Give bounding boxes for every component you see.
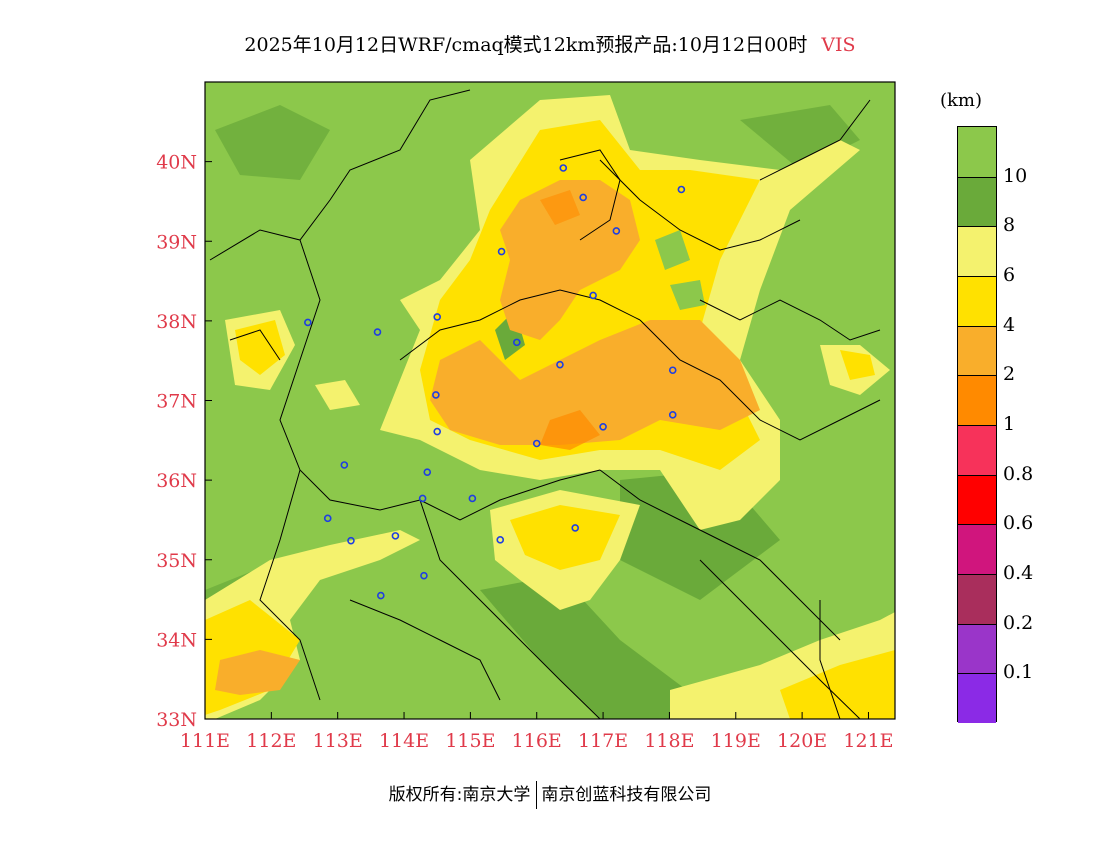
y-axis-labels: 33N 34N 35N 36N 37N 38N 39N 40N	[156, 152, 197, 731]
copyright: 版权所有:南京大学 南京创蓝科技有限公司	[0, 780, 1100, 809]
colorbar-label: 0.4	[1003, 562, 1034, 584]
station-marker	[304, 318, 312, 327]
colorbar-swatch	[958, 375, 996, 425]
x-tick-label: 116E	[512, 730, 562, 752]
x-tick-label: 121E	[843, 730, 893, 752]
colorbar-swatch	[958, 176, 996, 227]
station-marker	[571, 524, 580, 532]
station-marker	[677, 185, 686, 194]
y-tick-label: 35N	[156, 550, 197, 572]
colorbar-swatch	[958, 574, 996, 624]
x-tick-label: 115E	[445, 730, 495, 752]
station-marker	[556, 360, 564, 369]
axis-ticks	[204, 161, 869, 720]
copyright-separator	[536, 781, 538, 809]
colorbar-label: 10	[1003, 164, 1028, 187]
x-tick-label: 117E	[578, 730, 628, 752]
station-marker	[668, 366, 677, 375]
y-tick-label: 40N	[156, 152, 197, 174]
colorbar-swatch	[958, 127, 996, 177]
colorbar-swatch	[958, 325, 996, 376]
colorbar-swatch	[958, 425, 996, 475]
colorbar-swatch	[958, 276, 996, 326]
station-marker	[497, 247, 506, 256]
colorbar-label: 1	[1003, 413, 1016, 435]
legend-unit: (km)	[940, 90, 983, 111]
x-axis-labels: 111E 112E 113E 114E 115E 116E 117E 118E 119E 120E…	[180, 730, 894, 752]
colorbar-swatch	[958, 623, 996, 674]
x-tick-label: 119E	[711, 730, 761, 752]
station-marker	[347, 536, 355, 545]
y-tick-label: 37N	[156, 391, 197, 413]
colorbar-label: 0.1	[1003, 661, 1034, 684]
copyright-company: 南京创蓝科技有限公司	[541, 785, 712, 805]
colorbar-label: 8	[1003, 214, 1016, 237]
station-marker	[373, 328, 382, 336]
title-text: 2025年10月12日WRF/cmaq模式12km预报产品:10月12日00时	[244, 34, 808, 56]
station-markers	[304, 164, 686, 600]
x-tick-label: 112E	[246, 730, 296, 752]
colorbar-label: 0.6	[1003, 512, 1034, 535]
station-marker	[599, 422, 607, 431]
colorbar-swatch	[958, 226, 996, 276]
station-marker	[612, 227, 621, 235]
station-marker	[323, 514, 332, 523]
station-marker	[513, 338, 521, 347]
station-marker	[420, 571, 428, 580]
y-tick-label: 38N	[156, 311, 197, 333]
station-marker	[391, 532, 400, 540]
station-marker	[423, 468, 432, 476]
variable-label: VIS	[821, 34, 856, 56]
station-marker	[418, 494, 427, 503]
station-marker	[433, 427, 442, 436]
y-tick-label: 39N	[156, 231, 197, 253]
y-tick-label: 36N	[156, 470, 197, 492]
x-tick-label: 111E	[180, 730, 230, 752]
station-marker	[433, 313, 442, 321]
colorbar-label: 4	[1003, 313, 1016, 336]
visibility-field	[205, 82, 895, 719]
station-marker	[432, 391, 440, 399]
x-tick-label: 113E	[313, 730, 363, 752]
x-tick-label: 114E	[379, 730, 429, 752]
colorbar-swatch	[958, 474, 996, 525]
station-marker	[496, 536, 505, 544]
colorbar	[957, 126, 997, 723]
colorbar-label: 0.8	[1003, 462, 1034, 485]
colorbar-swatch	[958, 673, 996, 723]
x-tick-label: 118E	[644, 730, 694, 752]
copyright-owner: 版权所有:南京大学	[388, 785, 531, 805]
colorbar-label: 2	[1003, 363, 1016, 386]
y-tick-label: 33N	[156, 709, 197, 731]
station-marker	[559, 164, 568, 172]
station-marker	[340, 461, 349, 469]
map-title: 2025年10月12日WRF/cmaq模式12km预报产品:10月12日00时 V…	[0, 30, 1100, 57]
station-marker	[377, 591, 385, 600]
boundaries	[209, 89, 881, 719]
colorbar-swatch	[958, 524, 996, 574]
station-marker	[532, 439, 541, 448]
station-marker	[589, 291, 597, 300]
colorbar-label: 0.2	[1003, 611, 1034, 634]
y-tick-label: 34N	[156, 629, 197, 651]
station-marker	[468, 494, 477, 503]
station-marker	[579, 193, 587, 202]
colorbar-label: 6	[1003, 264, 1016, 286]
x-tick-label: 120E	[777, 730, 827, 752]
station-marker	[668, 411, 677, 419]
